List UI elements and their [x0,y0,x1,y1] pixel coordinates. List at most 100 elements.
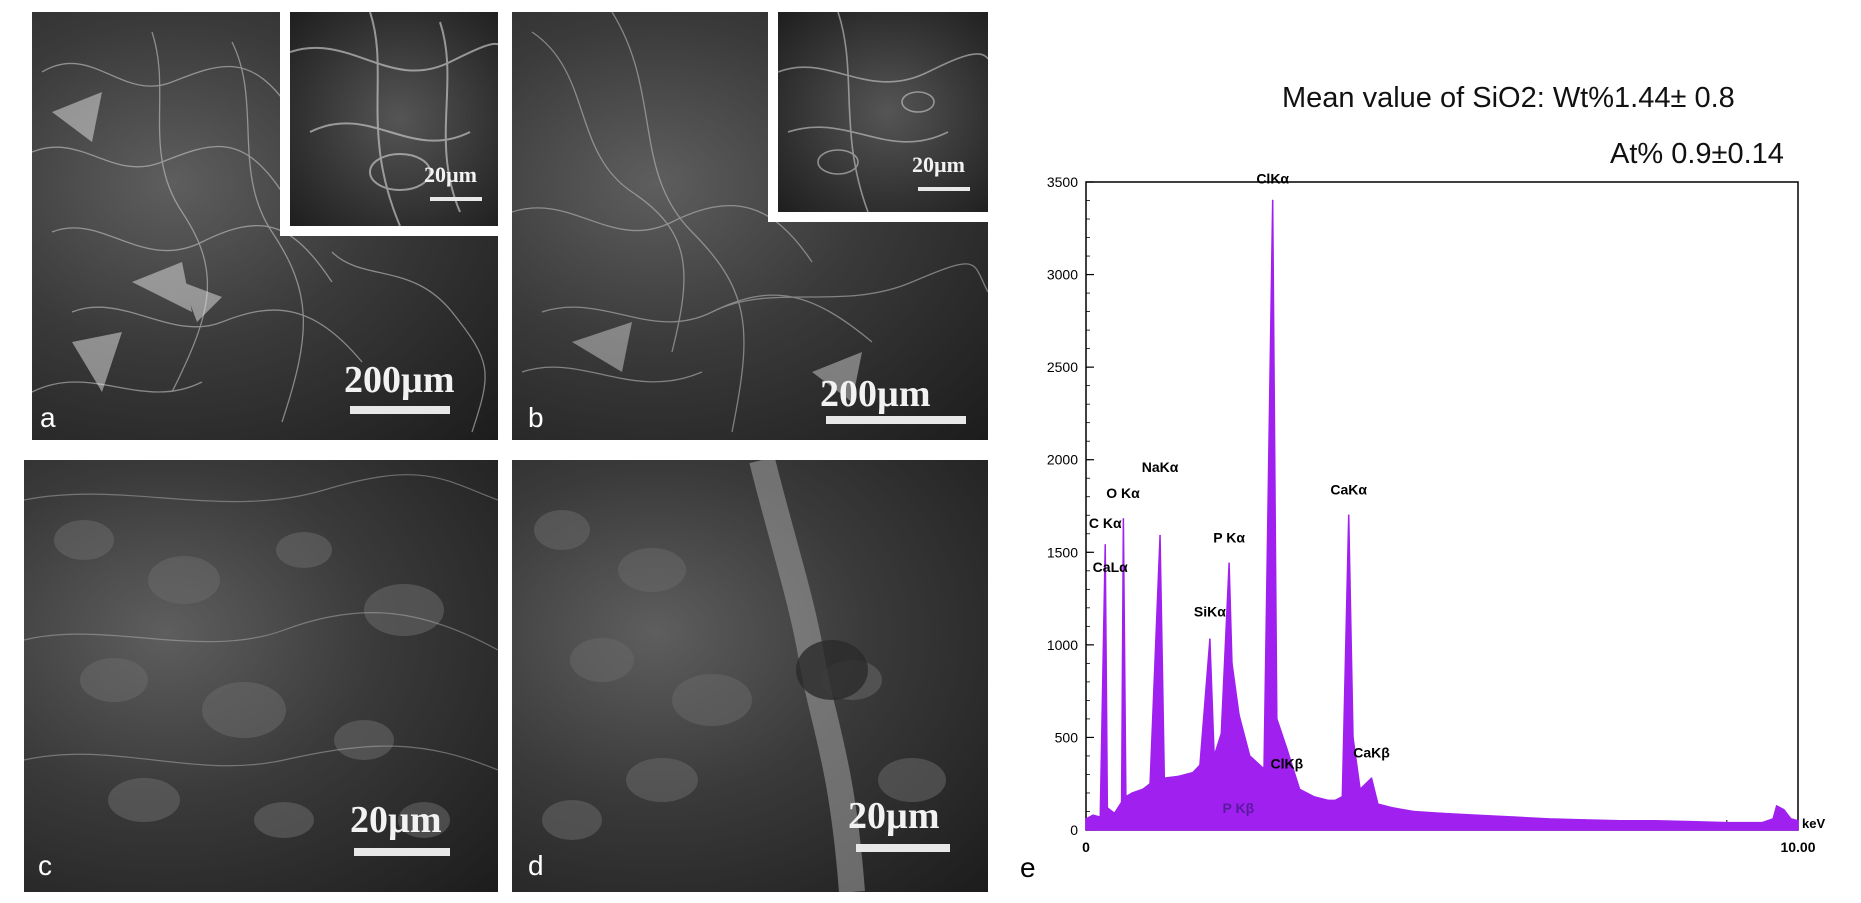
spectrum-point [1790,818,1792,820]
chart-series [1085,199,1799,831]
spectrum-point [1177,775,1180,778]
inset-b: 20µm [768,12,988,222]
spectrum-point [1377,803,1379,805]
y-tick-label: 1000 [1047,637,1078,653]
spectrum-point [1099,816,1102,818]
sem-panel-a: 20µm 200µm a [32,12,498,440]
spectrum-point [1619,819,1621,822]
spectrum-point [1391,806,1393,809]
sem-panel-b: 20µm 200µm b [512,12,988,440]
sem-texture-d [534,460,946,892]
spectrum-point [1412,810,1415,813]
panel-letter-e: e [1020,852,1036,883]
spectrum-point [1142,788,1144,791]
peak-label: ClKα [1256,170,1289,186]
sem-texture-a [32,31,486,433]
y-tick-label: 3500 [1047,174,1078,190]
sio2-atomic-percent-line: At% 0.9±0.14 [1610,138,1784,170]
spectrum-point [1341,795,1344,798]
x-tick-label: 0 [1082,839,1090,855]
scale-bar-d [856,844,950,852]
spectrum-area [1085,199,1799,831]
inset-scale-label-b: 20µm [912,152,966,177]
sem-texture-c [24,474,498,838]
panel-letter-c: c [38,850,52,881]
spectrum-point [1548,818,1550,820]
spectrum-point [1726,821,1728,824]
inset-scale-label-a: 20µm [424,162,478,187]
y-tick-label: 3000 [1047,267,1078,283]
spectrum-point [1149,782,1151,785]
inset-scale-bar-a [430,197,482,201]
inset-scale-bar-b [918,187,970,191]
peak-label: SiKα [1194,604,1226,620]
panel-letter-d: d [528,850,544,881]
spectrum-point [1159,534,1161,537]
spectrum-point [1104,544,1107,546]
spectrum-point [1772,818,1774,820]
peak-label: NaKα [1142,459,1179,475]
spectrum-point [1113,812,1116,815]
spectrum-point [1231,662,1233,665]
peak-label: C Kα [1089,515,1122,531]
spectrum-point [1209,638,1211,641]
scale-bar-a [350,406,450,414]
y-tick-label: 2000 [1047,452,1078,468]
spectrum-point [1092,814,1094,816]
sem-texture-b [512,12,988,433]
spectrum-point [1276,718,1278,720]
peak-label: P Kβ [1223,800,1255,816]
scale-label-a: 200µm [344,359,455,401]
spectrum-point [1213,755,1215,757]
spectrum-point [1228,562,1230,565]
spectrum-point [1370,777,1373,779]
panel-letter-b: b [528,402,544,433]
scale-label-d: 20µm [848,795,940,837]
spectrum-point [1199,764,1201,766]
spectrum-point [1271,199,1274,202]
peak-label: O Kα [1106,485,1140,501]
spectrum-point [1690,820,1692,823]
panel-letter-a: a [40,402,56,433]
plot-frame [1085,181,1799,831]
peak-label: P Kα [1213,530,1245,546]
spectrum-point [1334,799,1336,802]
peak-label: CaLα [1093,559,1128,575]
spectrum-point [1761,821,1764,824]
spectrum-point [1131,792,1134,794]
peak-label: CaKβ [1353,744,1390,760]
spectrum-point [1248,755,1251,757]
spectrum-point [1654,819,1657,822]
eds-spectrum-chart: 0 500 1000 1500 2000 2500 3000 3500 0 10.00 keV C … [1047,170,1826,855]
spectrum-point [1120,801,1123,804]
peak-label: ClKβ [1270,755,1303,771]
spectrum-point [1263,768,1265,770]
x-tick-label: 10.00 [1780,839,1815,855]
inset-texture-b [778,12,988,212]
scale-bar-c [354,848,450,856]
scale-label-b: 200µm [820,373,931,415]
y-tick-label: 0 [1070,822,1078,838]
spectrum-point [1192,771,1194,774]
sio2-mean-value-line: Mean value of SiO2: Wt%1.44± 0.8 [1282,82,1735,114]
spectrum-point [1797,819,1799,822]
spectrum-point [1441,812,1443,815]
spectrum-point [1775,805,1778,807]
spectrum-point [1583,819,1586,821]
inset-a: 20µm [280,12,498,236]
spectrum-point [1359,788,1361,791]
sem-panel-d: 20µm d [512,460,988,892]
spectrum-point [1327,799,1329,802]
spectrum-point [1220,732,1223,735]
scale-label-c: 20µm [350,799,442,841]
y-tick-label: 2500 [1047,359,1078,375]
spectrum-point [1285,747,1288,750]
spectrum-point [1122,518,1125,520]
spectrum-point [1106,806,1109,809]
y-tick-label: 1500 [1047,544,1078,560]
sem-panel-c: 20µm c [24,460,498,892]
spectrum-point [1125,795,1127,798]
x-axis-label: keV [1802,816,1825,831]
spectrum-point [1512,816,1514,818]
